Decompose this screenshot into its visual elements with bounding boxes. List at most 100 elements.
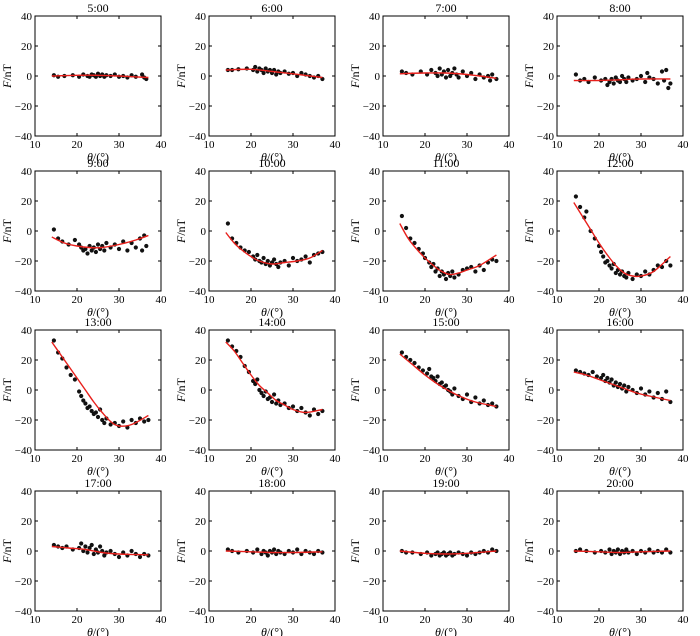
x-axis-symbol: θ [87,464,93,478]
y-tick-label: 40 [543,11,555,23]
data-point [129,417,134,423]
data-point [446,67,451,73]
y-tick-label: −40 [189,445,207,457]
data-point [77,389,82,394]
data-point [276,264,281,270]
data-point [253,64,258,70]
x-tick-label: 10 [378,614,390,626]
x-tick-label: 30 [462,139,474,151]
data-point [664,67,669,73]
x-axis-unit: /(°) [615,150,631,164]
x-tick-label: 20 [72,139,84,151]
x-axis-unit: /(°) [267,305,283,319]
data-point [253,381,258,387]
y-tick-label: −20 [189,576,207,588]
data-point [643,79,648,85]
data-point [257,387,262,393]
y-axis-symbol: F [522,235,536,244]
y-tick-label: 20 [21,355,33,367]
data-point [613,380,618,385]
data-point [311,551,317,557]
fit-curve [51,341,149,427]
y-tick-label: 0 [201,71,207,83]
fit-curve [51,74,149,79]
data-point [274,72,279,77]
y-tick-label: 20 [369,196,381,208]
fit-curve [399,223,497,276]
data-point [425,371,430,376]
x-axis-label: θ/(°) [87,464,109,478]
y-axis-label: F/nT [348,218,362,244]
data-point [601,254,606,259]
y-tick-label: 20 [369,355,381,367]
data-point [95,414,101,420]
y-tick-label: 0 [549,71,555,83]
y-axis-unit: /nT [522,63,536,80]
y-axis-symbol: F [348,394,362,403]
data-point [102,248,107,253]
x-tick-label: 40 [504,139,516,151]
x-tick-label: 10 [204,294,216,306]
y-tick-label: 20 [543,196,555,208]
x-tick-label: 20 [246,294,258,306]
y-axis-symbol: F [174,555,188,564]
x-axis-label: θ/(°) [609,150,631,164]
y-tick-label: 0 [27,71,33,83]
data-point [121,419,126,424]
x-tick-label: 20 [420,614,432,626]
data-point [573,72,579,77]
data-point [286,263,291,268]
fit-curve [51,234,149,249]
x-axis-label: θ/(°) [435,625,457,636]
data-point [290,404,296,409]
y-tick-label: −40 [15,286,33,298]
subplot-title: 17:00 [84,476,111,490]
y-axis-unit: /nT [174,218,188,235]
x-tick-label: 10 [30,614,42,626]
data-point [140,72,145,77]
data-point [460,69,465,74]
fit-curve [225,550,323,554]
data-point [225,221,230,226]
data-point [439,380,444,385]
y-axis-unit: /nT [348,63,362,80]
y-tick-label: −40 [537,445,555,457]
y-tick-label: −20 [363,101,381,113]
y-tick-label: −40 [363,286,381,298]
x-tick-label: 30 [114,614,126,626]
y-tick-label: 0 [27,385,33,397]
x-axis-label: θ/(°) [261,464,283,478]
subplot-title: 20:00 [606,476,633,490]
data-point [93,249,98,255]
y-tick-label: 40 [195,486,207,498]
y-axis-symbol: F [174,80,188,89]
x-axis-unit: /(°) [267,464,283,478]
data-point [290,255,296,261]
x-axis-label: θ/(°) [87,305,109,319]
data-point [481,267,486,273]
data-point [617,272,623,277]
subplot-title: 14:00 [258,315,285,329]
x-tick-label: 40 [678,139,690,151]
data-point [473,76,478,82]
data-point [464,392,470,397]
y-tick-label: 40 [195,166,207,178]
y-tick-label: 20 [195,516,207,528]
x-tick-label: 30 [462,614,474,626]
data-point [81,398,86,403]
y-tick-label: −20 [189,415,207,427]
data-point [473,395,478,400]
data-point [617,381,623,387]
y-axis-symbol: F [522,80,536,89]
y-axis-label: F/nT [348,63,362,89]
data-point [125,248,130,253]
x-axis-unit: /(°) [615,464,631,478]
x-axis-symbol: θ [609,305,615,319]
x-tick-label: 40 [678,614,690,626]
